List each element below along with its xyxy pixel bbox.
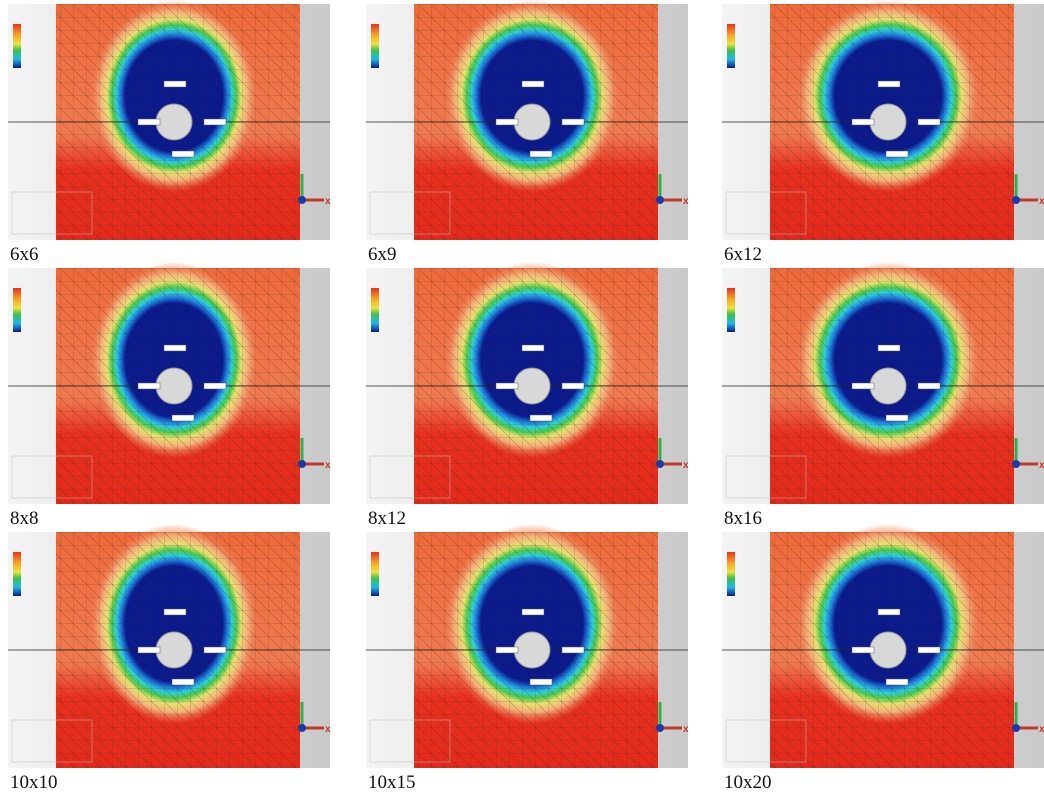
hole [156,632,192,668]
panel-label: 10x15 [368,772,416,793]
probe-tag [138,119,160,125]
triad-origin [298,196,306,204]
color-bar [371,552,379,596]
hole [870,368,906,404]
probe-tag [918,383,940,389]
panel: x 8x12 [366,262,689,529]
probe-tag [204,647,226,653]
triad-label: x [683,196,689,207]
probe-tag [918,647,940,653]
probe-tag [164,81,186,87]
probe-tag [522,81,544,87]
panel: x 6x9 [366,0,689,265]
triad-label: x [1039,460,1044,471]
probe-tag [562,119,584,125]
triad-origin [298,724,306,732]
triad-label: x [1039,196,1044,207]
probe-tag [164,345,186,351]
panel-label: 8x16 [724,508,762,529]
probe-tag [562,383,584,389]
triad-origin [1012,724,1020,732]
panel: x 8x16 [722,262,1044,529]
probe-tag [886,415,908,421]
panel-label: 10x20 [724,772,772,793]
figure: x6x6x6x9x6x12x8x8x8x12x8x16x10x10x10x15x… [0,0,1044,802]
probe-tag [496,119,518,125]
probe-tag [138,383,160,389]
page: x6x6x6x9x6x12x8x8x8x12x8x16x10x10x10x15x… [0,0,1044,802]
triad-label: x [325,196,331,207]
probe-tag [562,647,584,653]
triad-label: x [325,724,331,735]
panel: x 10x10 [8,524,331,793]
panel: x 10x20 [722,524,1044,793]
color-bar [727,288,735,332]
triad-origin [1012,196,1020,204]
probe-tag [204,383,226,389]
panel-label: 8x8 [10,508,39,529]
color-bar [13,552,21,596]
triad-origin [298,460,306,468]
hole [870,104,906,140]
probe-tag [522,609,544,615]
hole [514,104,550,140]
panel-label: 6x9 [368,244,397,265]
triad-label: x [683,724,689,735]
color-bar [13,288,21,332]
probe-tag [204,119,226,125]
probe-tag [522,345,544,351]
color-bar [13,24,21,68]
triad-origin [656,196,664,204]
triad-label: x [325,460,331,471]
color-bar [371,24,379,68]
panel-label: 8x12 [368,508,406,529]
triad-label: x [683,460,689,471]
triad-origin [1012,460,1020,468]
triad-label: x [1039,724,1044,735]
probe-tag [852,119,874,125]
panel-label: 10x10 [10,772,58,793]
probe-tag [918,119,940,125]
panel-label: 6x6 [10,244,39,265]
probe-tag [852,647,874,653]
probe-tag [138,647,160,653]
color-bar [727,552,735,596]
probe-tag [886,151,908,157]
probe-tag [164,609,186,615]
hole [870,632,906,668]
probe-tag [172,151,194,157]
hole [514,368,550,404]
hole [514,632,550,668]
hole [156,368,192,404]
panel: x 10x15 [366,524,689,793]
triad-origin [656,724,664,732]
probe-tag [852,383,874,389]
panel: x 6x6 [8,0,331,265]
panel: x 6x12 [722,0,1044,265]
probe-tag [886,679,908,685]
color-bar [727,24,735,68]
color-bar [371,288,379,332]
probe-tag [496,647,518,653]
panel-label: 6x12 [724,244,762,265]
probe-tag [530,679,552,685]
probe-tag [530,415,552,421]
probe-tag [878,81,900,87]
probe-tag [172,679,194,685]
hole [156,104,192,140]
probe-tag [530,151,552,157]
probe-tag [878,609,900,615]
probe-tag [172,415,194,421]
panel: x 8x8 [8,262,331,529]
probe-tag [878,345,900,351]
triad-origin [656,460,664,468]
probe-tag [496,383,518,389]
